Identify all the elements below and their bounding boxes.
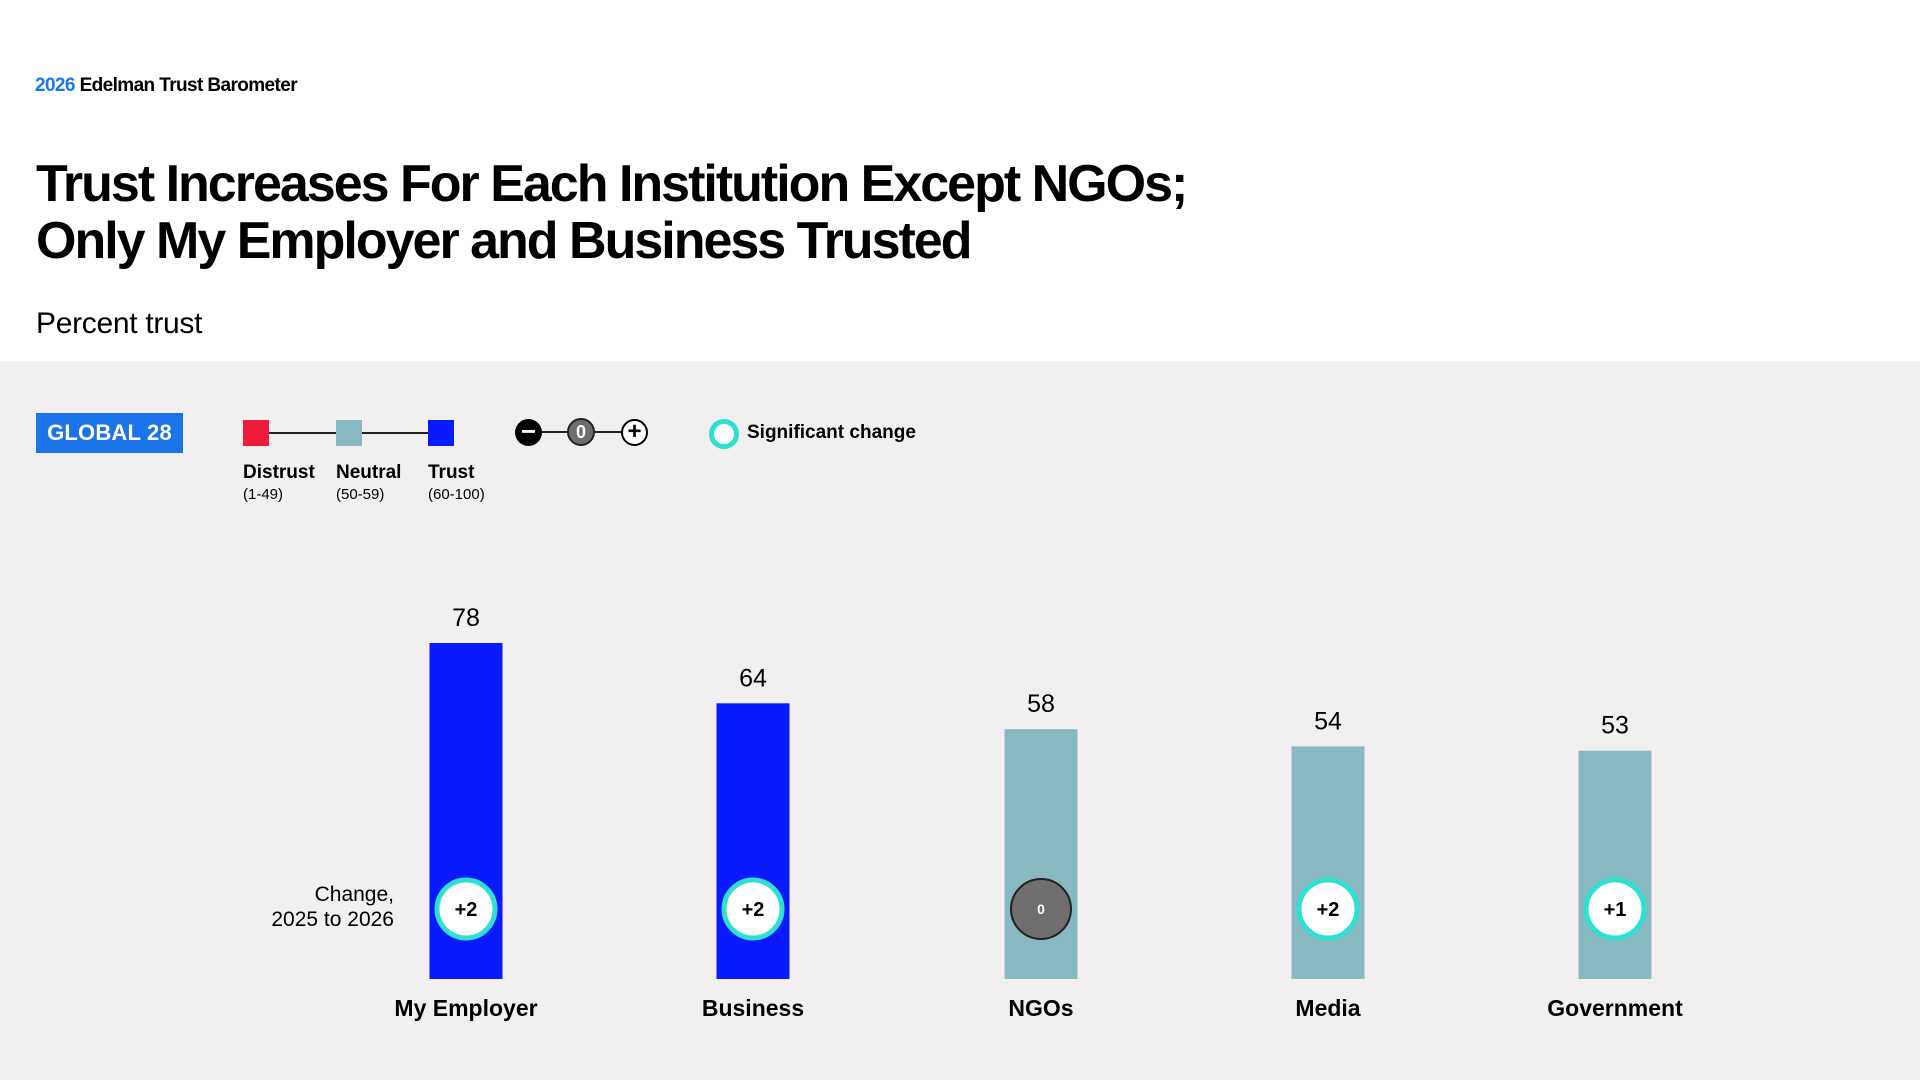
change-label-my-employer: +2 (455, 899, 478, 921)
page-title-line-2: Only My Employer and Business Trusted (36, 212, 973, 270)
legend-distrust-range: (1-49) (243, 486, 284, 503)
brand-name: Edelman Trust Barometer (79, 75, 298, 96)
category-label-ngos: NGOs (1008, 995, 1073, 1021)
bar-ngos (1004, 729, 1078, 979)
global-28-badge: GLOBAL 28 (36, 413, 183, 453)
category-label-government: Government (1547, 995, 1683, 1021)
legend-trust-swatch (428, 420, 454, 446)
brand-year: 2026 (35, 75, 75, 96)
change-axis-label-line-1: Change, (314, 883, 394, 906)
value-label-media: 54 (1314, 707, 1342, 735)
change-circle-my-employer (434, 877, 498, 941)
change-label-government: +1 (1604, 899, 1627, 921)
change-axis-label-line-2: 2025 to 2026 (271, 908, 394, 931)
significant-change-label: Significant change (747, 422, 916, 443)
change-circle-media (1296, 877, 1360, 941)
chart-subtitle: Percent trust (36, 307, 203, 340)
legend-neutral-range: (50-59) (336, 486, 385, 503)
change-circle-ngos (1010, 878, 1072, 940)
change-circle-business (721, 877, 785, 941)
brand-logo: 2026 Edelman Trust Barometer (35, 75, 298, 97)
change-circle-government (1583, 877, 1647, 941)
legend-trust-label: Trust (428, 462, 475, 483)
bar-media (1291, 746, 1365, 979)
legend-distrust-label: Distrust (243, 462, 315, 483)
category-label-media: Media (1295, 995, 1360, 1021)
significant-change-ring-icon (709, 419, 739, 449)
page-title: Trust Increases For Each Institution Exc… (36, 156, 1536, 270)
change-label-business: +2 (742, 899, 765, 921)
legend-neutral-swatch (336, 420, 362, 446)
plus-circle-icon: + (621, 419, 648, 446)
legend-trust-range: (60-100) (428, 486, 485, 503)
category-label-business: Business (702, 995, 804, 1021)
change-label-media: +2 (1317, 899, 1340, 921)
category-label-my-employer: My Employer (394, 995, 537, 1021)
value-label-ngos: 58 (1027, 690, 1055, 718)
legend-distrust-swatch (243, 420, 269, 446)
value-label-my-employer: 78 (452, 604, 480, 632)
bar-government (1578, 750, 1652, 979)
value-label-business: 64 (739, 664, 767, 692)
change-axis-label: Change, 2025 to 2026 (220, 882, 394, 932)
change-label-ngos: 0 (1037, 901, 1045, 917)
minus-circle-icon: − (515, 418, 542, 446)
legend-neutral-label: Neutral (336, 462, 402, 483)
page-title-line-1: Trust Increases For Each Institution Exc… (36, 155, 1188, 213)
zero-circle-icon: 0 (567, 418, 595, 446)
value-label-government: 53 (1601, 712, 1629, 740)
